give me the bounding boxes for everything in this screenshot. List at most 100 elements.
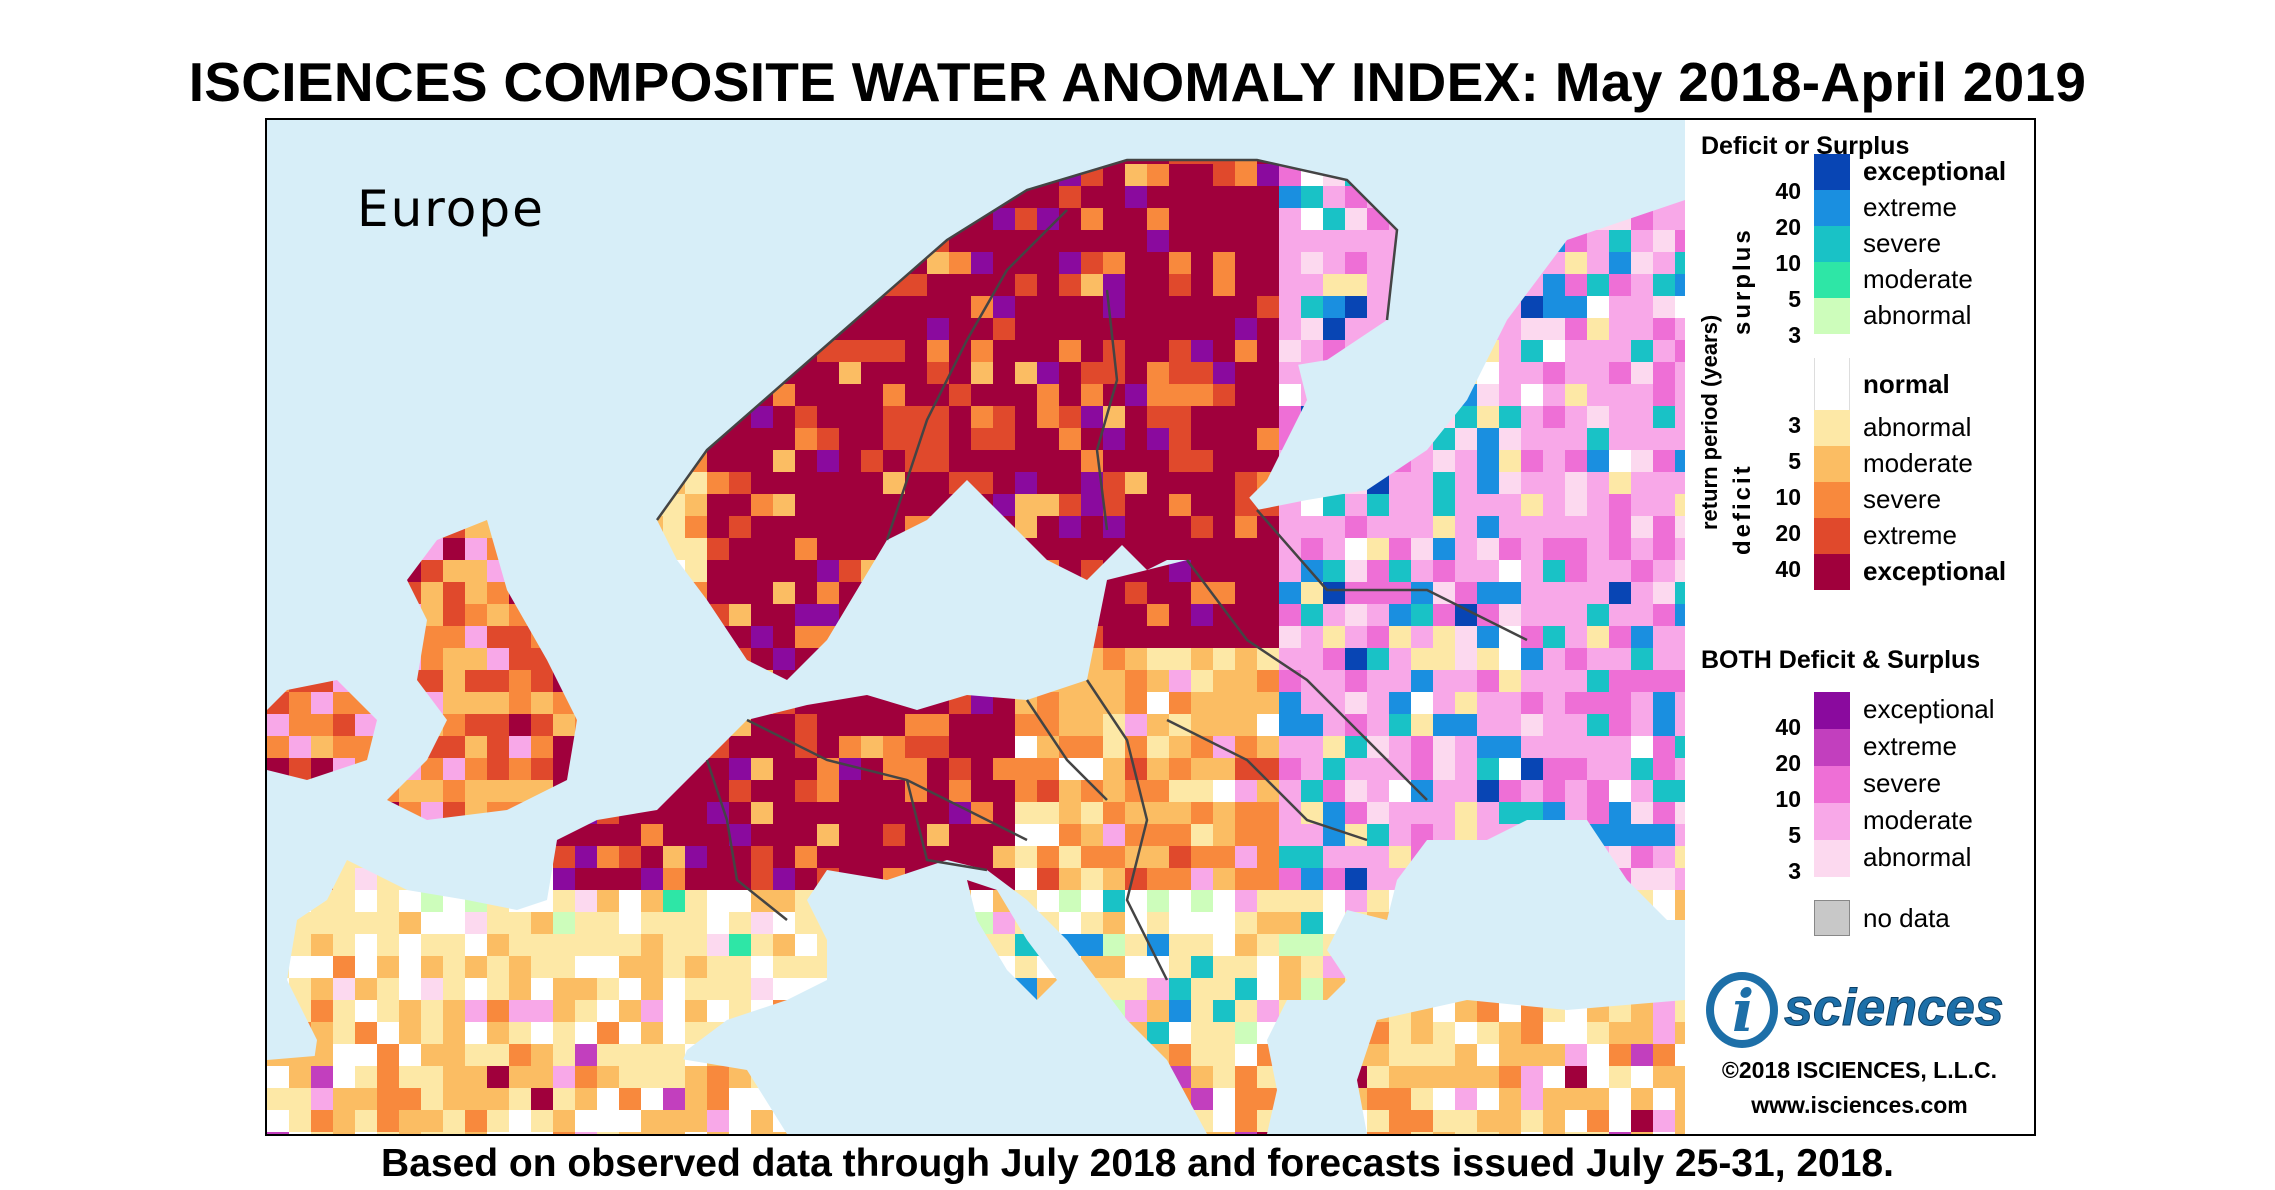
grid-cell — [1191, 890, 1213, 912]
grid-cell — [443, 1088, 465, 1110]
grid-cell — [487, 714, 509, 736]
grid-cell — [1675, 274, 1685, 296]
grid-cell — [1213, 780, 1235, 802]
grid-cell — [1367, 714, 1389, 736]
grid-cell — [927, 758, 949, 780]
grid-cell — [377, 1066, 399, 1088]
grid-cell — [1125, 978, 1147, 1000]
grid-cell — [1455, 626, 1477, 648]
website-link[interactable]: www.isciences.com — [1751, 1092, 1968, 1118]
grid-cell — [1653, 1110, 1675, 1132]
grid-cell — [773, 604, 795, 626]
grid-cell — [883, 824, 905, 846]
grid-cell — [1675, 560, 1685, 582]
grid-cell — [1565, 802, 1587, 824]
grid-cell — [509, 1066, 531, 1088]
grid-cell — [1235, 428, 1257, 450]
grid-cell — [993, 780, 1015, 802]
grid-cell — [1345, 318, 1367, 340]
deficit-swatch-extreme — [1814, 518, 1850, 554]
grid-cell — [1367, 274, 1389, 296]
grid-cell — [465, 714, 487, 736]
grid-cell — [751, 868, 773, 890]
grid-cell — [1345, 494, 1367, 516]
grid-cell — [773, 1132, 795, 1134]
grid-cell — [1411, 560, 1433, 582]
grid-cell — [883, 472, 905, 494]
grid-cell — [1257, 296, 1279, 318]
grid-cell — [1213, 538, 1235, 560]
grid-cell — [1587, 1044, 1609, 1066]
grid-cell — [1411, 604, 1433, 626]
grid-cell — [1323, 780, 1345, 802]
grid-cell — [1279, 890, 1301, 912]
grid-cell — [1631, 802, 1653, 824]
grid-cell — [1411, 1044, 1433, 1066]
grid-cell — [1103, 274, 1125, 296]
grid-cell — [685, 912, 707, 934]
grid-cell — [1059, 230, 1081, 252]
grid-cell — [1125, 186, 1147, 208]
grid-cell — [1301, 868, 1323, 890]
grid-cell — [1081, 230, 1103, 252]
grid-cell — [311, 1000, 333, 1022]
grid-cell — [1279, 934, 1301, 956]
grid-cell — [1235, 736, 1257, 758]
grid-cell — [509, 626, 531, 648]
grid-cell — [1103, 868, 1125, 890]
grid-cell — [311, 1022, 333, 1044]
grid-cell — [1191, 230, 1213, 252]
grid-cell — [1235, 186, 1257, 208]
grid-cell — [619, 1132, 641, 1134]
grid-cell — [1675, 1110, 1685, 1132]
grid-cell — [1235, 824, 1257, 846]
grid-cell — [1631, 1022, 1653, 1044]
grid-cell — [1169, 780, 1191, 802]
grid-cell — [1169, 978, 1191, 1000]
grid-cell — [707, 560, 729, 582]
deficit-label-extreme: extreme — [1863, 520, 1957, 550]
grid-cell — [1433, 736, 1455, 758]
grid-cell — [1125, 230, 1147, 252]
grid-cell — [1433, 758, 1455, 780]
grid-cell — [1169, 494, 1191, 516]
grid-cell — [1433, 1066, 1455, 1088]
grid-cell — [1169, 274, 1191, 296]
grid-cell — [1565, 384, 1587, 406]
grid-cell — [1653, 384, 1675, 406]
grid-cell — [1367, 648, 1389, 670]
grid-cell — [1147, 890, 1169, 912]
grid-cell — [817, 428, 839, 450]
grid-cell — [861, 538, 883, 560]
grid-cell — [1147, 494, 1169, 516]
grid-cell — [641, 1132, 663, 1134]
grid-cell — [1169, 670, 1191, 692]
grid-cell — [1125, 780, 1147, 802]
grid-cell — [1037, 208, 1059, 230]
surplus-swatch-moderate — [1814, 262, 1850, 298]
grid-cell — [531, 670, 553, 692]
grid-cell — [1499, 582, 1521, 604]
grid-cell — [1213, 1044, 1235, 1066]
grid-cell — [1433, 1110, 1455, 1132]
grid-cell — [1279, 318, 1301, 340]
grid-cell — [1389, 736, 1411, 758]
grid-cell — [949, 406, 971, 428]
grid-cell — [1389, 1110, 1411, 1132]
grid-cell — [1015, 252, 1037, 274]
grid-cell — [1587, 560, 1609, 582]
grid-cell — [1389, 780, 1411, 802]
grid-cell — [1499, 340, 1521, 362]
grid-cell — [1565, 736, 1587, 758]
grid-cell — [971, 230, 993, 252]
grid-cell — [1631, 1066, 1653, 1088]
grid-cell — [1059, 428, 1081, 450]
grid-cell — [1521, 406, 1543, 428]
grid-cell — [1169, 230, 1191, 252]
grid-cell — [1433, 1044, 1455, 1066]
grid-cell — [1323, 824, 1345, 846]
grid-cell — [1389, 560, 1411, 582]
grid-cell — [1301, 912, 1323, 934]
grid-cell — [1103, 450, 1125, 472]
grid-cell — [531, 978, 553, 1000]
